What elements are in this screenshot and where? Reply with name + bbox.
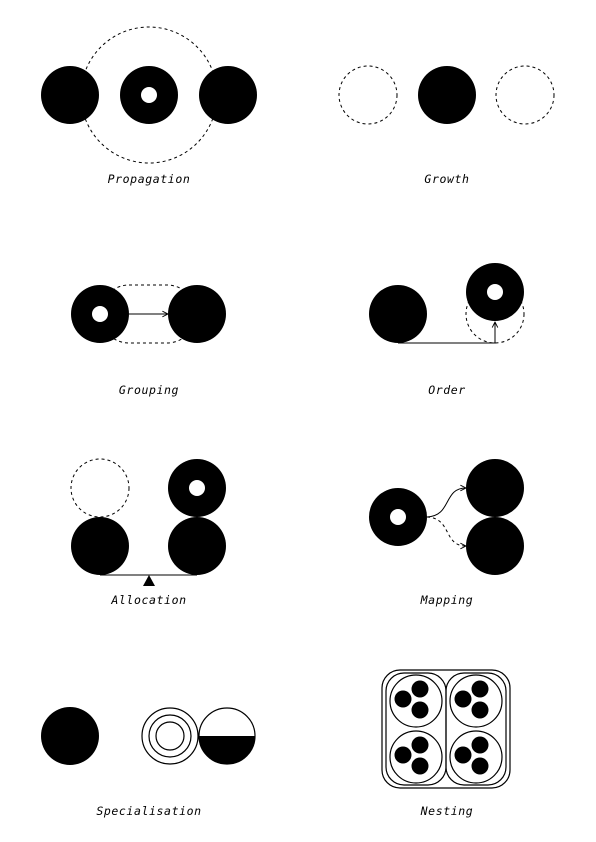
mapping-arrow-solid	[426, 488, 466, 518]
grouping-ring-hole	[92, 306, 108, 322]
nesting-dot	[471, 757, 489, 775]
mapping-top-disc	[466, 459, 524, 517]
panel-order: Order	[369, 263, 525, 397]
label-growth: Growth	[424, 172, 469, 186]
nesting-groups	[389, 674, 503, 784]
allocation-right-ring-hole	[189, 480, 205, 496]
label-specialisation: Specialisation	[96, 804, 201, 818]
nesting-cell	[449, 674, 503, 728]
panel-grouping: Grouping	[71, 284, 226, 397]
order-base-disc	[369, 285, 427, 343]
nesting-cell-ring	[449, 730, 503, 784]
grouping-target-disc	[168, 285, 226, 343]
nesting-dot	[411, 757, 429, 775]
label-mapping: Mapping	[420, 593, 474, 607]
label-order: Order	[428, 383, 466, 397]
order-target-ghost	[465, 284, 525, 344]
propagation-center-hole	[141, 87, 157, 103]
order-ring-hole	[487, 284, 503, 300]
nesting-right-column	[445, 672, 507, 786]
allocation-fulcrum	[143, 575, 155, 586]
panel-specialisation: Specialisation	[41, 707, 256, 818]
label-grouping: Grouping	[119, 383, 179, 397]
nesting-dot	[454, 690, 472, 708]
nesting-cell-ring	[389, 730, 443, 784]
nesting-dot	[454, 746, 472, 764]
nesting-dot	[394, 746, 412, 764]
nesting-outer-container	[381, 669, 511, 789]
nesting-dot	[394, 690, 412, 708]
mapping-source-hole	[390, 509, 406, 525]
mapping-arrow-dashed	[426, 516, 466, 546]
nesting-cell	[449, 730, 503, 784]
specialisation-concentric-rings	[141, 707, 199, 765]
label-propagation: Propagation	[108, 172, 191, 186]
specialisation-disc	[41, 707, 99, 765]
panel-propagation: Propagation	[41, 26, 257, 186]
panel-mapping: Mapping	[369, 459, 524, 607]
nesting-dot	[471, 680, 489, 698]
nesting-cell-ring	[449, 674, 503, 728]
mapping-bottom-disc	[466, 517, 524, 575]
growth-right-ghost	[495, 65, 555, 125]
panel-nesting: Nesting	[381, 669, 511, 818]
nesting-cell	[389, 674, 443, 728]
nesting-dot	[471, 736, 489, 754]
panel-growth: Growth	[338, 65, 555, 186]
label-nesting: Nesting	[420, 804, 474, 818]
nesting-dot	[411, 736, 429, 754]
allocation-left-ghost	[70, 458, 130, 518]
order-arrow	[398, 322, 495, 344]
nesting-dot	[411, 701, 429, 719]
allocation-right-disc	[168, 517, 226, 575]
growth-left-ghost	[338, 65, 398, 125]
growth-center-disc	[418, 66, 476, 124]
label-allocation: Allocation	[110, 593, 186, 607]
propagation-left-disc	[41, 66, 99, 124]
panel-allocation: Allocation	[70, 458, 226, 607]
nesting-cell	[389, 730, 443, 784]
allocation-left-disc	[71, 517, 129, 575]
nesting-cell-ring	[389, 674, 443, 728]
propagation-right-disc	[199, 66, 257, 124]
nesting-dot	[471, 701, 489, 719]
specialisation-half-filled-circle	[198, 707, 256, 765]
nesting-dot	[411, 680, 429, 698]
